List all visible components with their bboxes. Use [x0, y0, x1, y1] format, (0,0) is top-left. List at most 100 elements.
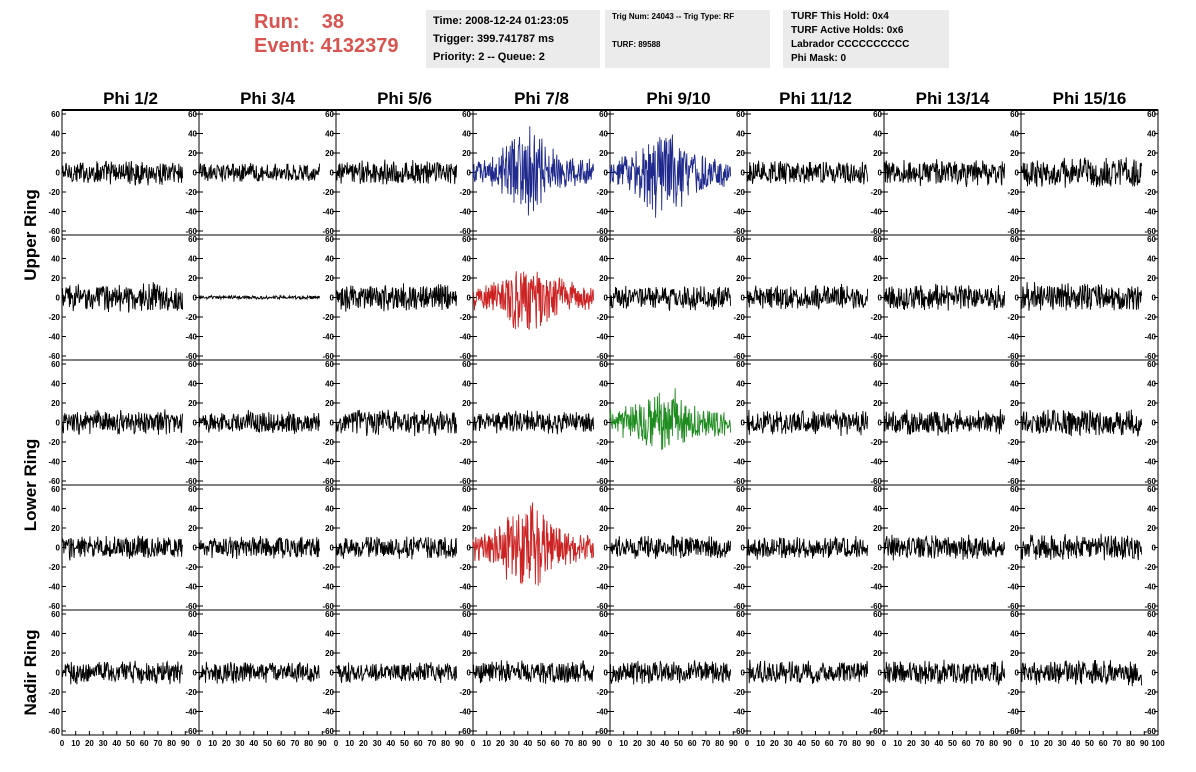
- y-tick-label: 60: [1147, 360, 1156, 369]
- y-tick-label: 20: [736, 149, 745, 158]
- y-tick-label: -60: [1007, 227, 1019, 236]
- y-tick-label: 60: [325, 610, 334, 619]
- waveform-trace: [609, 134, 732, 218]
- x-tick-label: 0: [882, 739, 887, 748]
- y-tick-label: -20: [185, 688, 197, 697]
- x-tick-label: 60: [962, 739, 971, 748]
- y-tick-label: 20: [51, 149, 60, 158]
- y-tick-label: 20: [51, 274, 60, 283]
- y-tick-label: -60: [596, 727, 608, 736]
- y-tick-label: -20: [459, 313, 471, 322]
- x-tick-label: 70: [564, 739, 573, 748]
- y-tick-label: -20: [1144, 438, 1156, 447]
- y-tick-label: -40: [185, 208, 197, 217]
- y-tick-label: -60: [185, 602, 197, 611]
- y-tick-label: 40: [1010, 255, 1019, 264]
- x-tick-label: 60: [1099, 739, 1108, 748]
- y-tick-label: -40: [1144, 333, 1156, 342]
- y-tick-label: 40: [325, 255, 334, 264]
- y-tick-label: 60: [188, 610, 197, 619]
- y-tick-label: 0: [1015, 294, 1020, 303]
- y-tick-label: 20: [188, 274, 197, 283]
- y-tick-label: 40: [873, 130, 882, 139]
- x-tick-label: 20: [85, 739, 94, 748]
- y-tick-label: -60: [870, 227, 882, 236]
- waveform-trace: [198, 409, 321, 435]
- y-tick-label: 40: [873, 255, 882, 264]
- y-tick-label: -20: [322, 438, 334, 447]
- y-tick-label: -20: [1144, 688, 1156, 697]
- waveform-trace: [335, 662, 458, 684]
- y-tick-label: -60: [322, 602, 334, 611]
- y-tick-label: -60: [1144, 727, 1156, 736]
- y-tick-label: -40: [733, 583, 745, 592]
- waveform-trace: [472, 271, 595, 330]
- y-tick-label: 0: [604, 669, 609, 678]
- y-tick-label: -60: [459, 727, 471, 736]
- y-tick-label: -20: [185, 563, 197, 572]
- y-tick-label: -60: [48, 227, 60, 236]
- y-tick-label: -40: [459, 333, 471, 342]
- y-tick-label: 0: [878, 669, 883, 678]
- waveform-trace: [472, 126, 595, 216]
- y-tick-label: -20: [733, 688, 745, 697]
- y-tick-label: 0: [56, 294, 61, 303]
- x-tick-label: 30: [921, 739, 930, 748]
- y-tick-label: -60: [733, 602, 745, 611]
- x-tick-label: 50: [811, 739, 820, 748]
- y-tick-label: 60: [462, 235, 471, 244]
- x-tick-label: 30: [647, 739, 656, 748]
- y-tick-label: 40: [736, 505, 745, 514]
- y-tick-label: 40: [325, 130, 334, 139]
- y-tick-label: 0: [56, 169, 61, 178]
- waveform-trace: [1020, 533, 1143, 561]
- y-tick-label: 0: [1015, 169, 1020, 178]
- y-tick-label: -60: [459, 477, 471, 486]
- y-tick-label: -20: [870, 563, 882, 572]
- y-tick-label: -60: [1144, 227, 1156, 236]
- x-tick-label: 0: [471, 739, 476, 748]
- y-tick-label: 60: [873, 360, 882, 369]
- y-tick-label: -20: [1144, 188, 1156, 197]
- x-tick-label: 70: [153, 739, 162, 748]
- y-tick-label: -40: [48, 708, 60, 717]
- y-tick-label: -40: [459, 708, 471, 717]
- y-tick-label: -40: [870, 333, 882, 342]
- y-tick-label: 20: [1010, 399, 1019, 408]
- y-tick-label: 60: [599, 110, 608, 119]
- y-tick-label: 20: [1010, 274, 1019, 283]
- y-tick-label: 40: [873, 630, 882, 639]
- x-tick-label: 90: [1140, 739, 1149, 748]
- y-tick-label: 60: [188, 110, 197, 119]
- x-tick-label: 40: [660, 739, 669, 748]
- y-tick-label: -20: [185, 438, 197, 447]
- waveform-trace: [335, 409, 458, 437]
- event-value: 4132379: [320, 35, 399, 57]
- y-tick-label: -60: [322, 477, 334, 486]
- y-tick-label: -20: [322, 563, 334, 572]
- waveform-trace: [609, 535, 732, 559]
- x-tick-label: 20: [633, 739, 642, 748]
- x-tick-label: 80: [989, 739, 998, 748]
- y-tick-label: -20: [733, 438, 745, 447]
- waveform-trace: [746, 409, 869, 437]
- x-tick-label: 20: [1044, 739, 1053, 748]
- priority-text: Priority: 2 -- Queue: 2: [433, 51, 545, 63]
- waveform-trace: [883, 409, 1006, 436]
- labrador-text: Labrador CCCCCCCCCC: [791, 39, 910, 50]
- y-tick-label: 20: [873, 649, 882, 658]
- y-tick-label: -20: [1007, 688, 1019, 697]
- y-tick-label: 0: [1152, 169, 1157, 178]
- y-tick-label: -60: [48, 477, 60, 486]
- waveform-trace: [335, 159, 458, 185]
- y-tick-label: -60: [733, 227, 745, 236]
- y-tick-label: 0: [1015, 544, 1020, 553]
- x-tick-label: 80: [852, 739, 861, 748]
- y-tick-label: 60: [325, 235, 334, 244]
- y-tick-label: 20: [873, 274, 882, 283]
- y-tick-label: 20: [736, 274, 745, 283]
- x-tick-label: 40: [386, 739, 395, 748]
- y-tick-label: -60: [596, 352, 608, 361]
- y-tick-label: -60: [185, 477, 197, 486]
- y-tick-label: -60: [1144, 477, 1156, 486]
